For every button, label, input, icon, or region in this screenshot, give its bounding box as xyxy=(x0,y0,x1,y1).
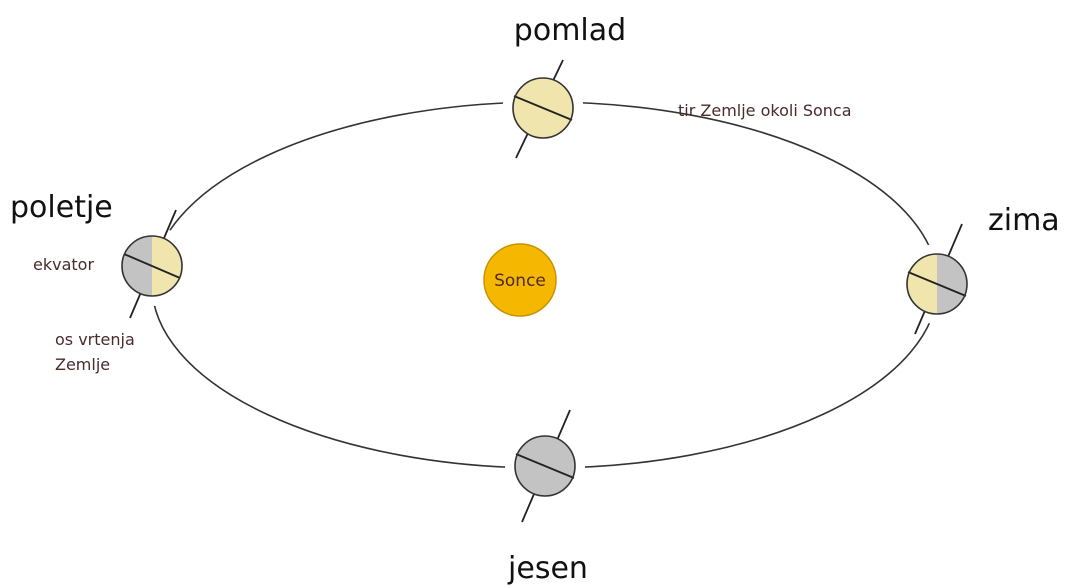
orbit-label: tir Zemlje okoli Sonca xyxy=(678,101,852,120)
season-label: pomlad xyxy=(514,13,626,48)
axis-label: Zemlje xyxy=(55,355,110,374)
season-label: poletje xyxy=(10,190,113,225)
diagram: Sonce pomlad poletje zima jesen tir Zeml… xyxy=(0,0,1074,587)
season-label: zima xyxy=(988,203,1060,238)
season-label: jesen xyxy=(507,551,588,586)
equator-label: ekvator xyxy=(33,255,94,274)
axis-label: os vrtenja xyxy=(55,330,135,349)
sun-label: Sonce xyxy=(494,271,546,291)
